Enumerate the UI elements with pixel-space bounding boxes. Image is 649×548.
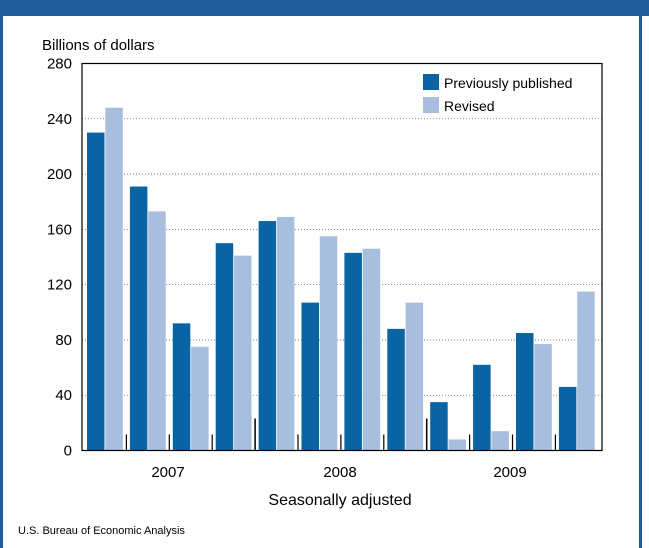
- year-label-2009: 2009: [493, 464, 526, 481]
- legend-swatch-previously-published: [423, 74, 439, 90]
- y-tick-label-280: 280: [47, 56, 72, 73]
- bar-revised-1: [105, 107, 123, 451]
- bars: [87, 107, 595, 451]
- bar-revised-11: [534, 344, 552, 451]
- bar-revised-7: [362, 248, 381, 451]
- frame-border: [0, 12, 642, 548]
- y-tick-label-40: 40: [55, 387, 72, 404]
- bar-previously-published-4: [215, 243, 234, 451]
- y-tick-label-0: 0: [64, 443, 72, 460]
- year-label-2008: 2008: [323, 464, 356, 481]
- bar-revised-8: [405, 302, 424, 451]
- source-note: U.S. Bureau of Economic Analysis: [18, 525, 185, 537]
- plot-area: [81, 62, 603, 452]
- legend-label-previously-published: Previously published: [444, 75, 572, 91]
- year-label-2007: 2007: [151, 464, 184, 481]
- x-tick-marks: [125, 418, 557, 451]
- bar-revised-9: [448, 439, 466, 451]
- legend-swatch-revised: [423, 97, 439, 113]
- y-tick-label-200: 200: [47, 166, 72, 183]
- bar-previously-published-3: [172, 323, 191, 451]
- bar-previously-published-12: [558, 386, 577, 451]
- bar-previously-published-10: [473, 364, 491, 451]
- bar-revised-2: [148, 211, 166, 451]
- top-border: [0, 0, 649, 16]
- bar-previously-published-11: [516, 333, 534, 451]
- x-axis-title: Seasonally adjusted: [268, 492, 411, 509]
- legend-label-revised: Revised: [444, 98, 495, 114]
- bar-revised-5: [276, 216, 295, 451]
- bar-previously-published-6: [301, 302, 319, 451]
- bar-previously-published-1: [87, 132, 105, 451]
- bar-revised-4: [234, 255, 252, 451]
- bar-previously-published-8: [387, 328, 405, 451]
- bar-previously-published-7: [344, 252, 362, 451]
- legend: Previously published Revised: [423, 74, 572, 114]
- bar-previously-published-2: [129, 186, 148, 451]
- bar-revised-6: [319, 236, 338, 451]
- y-tick-label-120: 120: [47, 277, 72, 294]
- bar-revised-12: [577, 291, 595, 451]
- y-tick-label-80: 80: [55, 332, 72, 349]
- bar-revised-3: [191, 346, 209, 451]
- bar-previously-published-9: [430, 402, 448, 451]
- bar-previously-published-5: [258, 221, 277, 451]
- y-tick-label-240: 240: [47, 111, 72, 128]
- y-axis-title: Billions of dollars: [42, 37, 155, 54]
- y-tick-label-160: 160: [47, 221, 72, 238]
- y-tick-labels: 0 40 80 120 160 200 240 280: [47, 56, 72, 460]
- bar-revised-10: [491, 431, 509, 451]
